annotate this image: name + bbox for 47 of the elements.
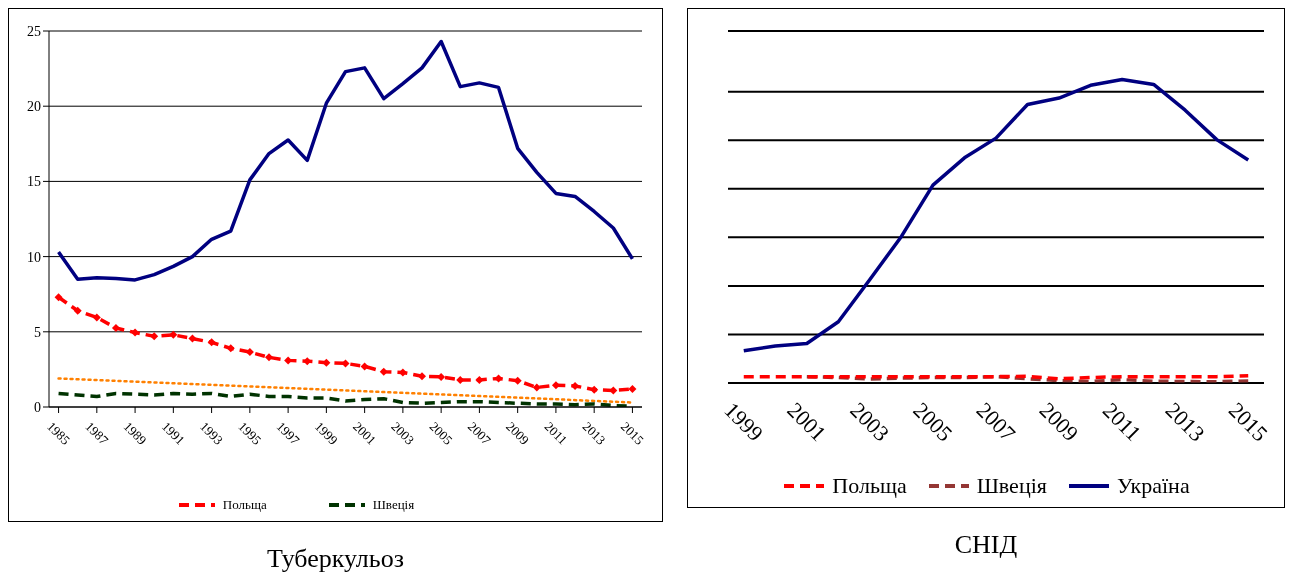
point	[551, 381, 560, 390]
text: Туберкульоз	[266, 544, 405, 574]
x-tick-label: 1999	[311, 418, 341, 448]
x-tick-label: 2007	[464, 418, 495, 449]
point	[532, 383, 541, 392]
legend-label: Польща	[222, 497, 267, 513]
point	[169, 330, 178, 339]
point	[628, 384, 637, 393]
point	[92, 313, 101, 322]
x-tick-label: 2009	[503, 418, 533, 448]
y-tick-label: 0	[34, 399, 41, 415]
point	[207, 338, 216, 347]
x-tick-label: 1999	[719, 397, 769, 447]
point	[379, 367, 388, 376]
y-tick-label: 15	[27, 174, 41, 190]
line-series	[56, 39, 635, 282]
point	[590, 385, 599, 394]
point	[111, 324, 120, 333]
x-tick-label: 1987	[82, 418, 112, 449]
x-tick-label: 1993	[197, 418, 227, 448]
y-tick-label: 5	[34, 324, 41, 340]
point	[54, 293, 63, 302]
y-tick-label: 25	[27, 23, 41, 39]
x-tick-label: 2007	[971, 397, 1021, 447]
point	[73, 306, 82, 315]
x-tick-label: 1997	[273, 418, 303, 449]
point	[322, 358, 331, 367]
legend-label: Польща	[832, 473, 907, 499]
point	[360, 362, 369, 371]
x-tick-label: 1985	[44, 418, 74, 448]
x-tick-label: 1991	[158, 418, 188, 448]
x-tick-label: 1995	[235, 418, 265, 448]
legend-label: Швеція	[372, 497, 415, 513]
x-tick-label: 1989	[120, 418, 150, 448]
point	[131, 328, 140, 337]
point	[188, 334, 197, 343]
point	[475, 375, 484, 384]
point	[226, 344, 235, 353]
y-tick-label: 10	[27, 249, 41, 265]
text: СНІД	[953, 530, 1019, 560]
legend-label: Швеція	[976, 473, 1047, 499]
point	[418, 372, 427, 381]
legend-label: Україна	[1116, 473, 1190, 499]
point	[150, 332, 159, 341]
point	[437, 372, 446, 381]
point	[264, 353, 273, 362]
y-tick-label: 20	[27, 99, 41, 115]
